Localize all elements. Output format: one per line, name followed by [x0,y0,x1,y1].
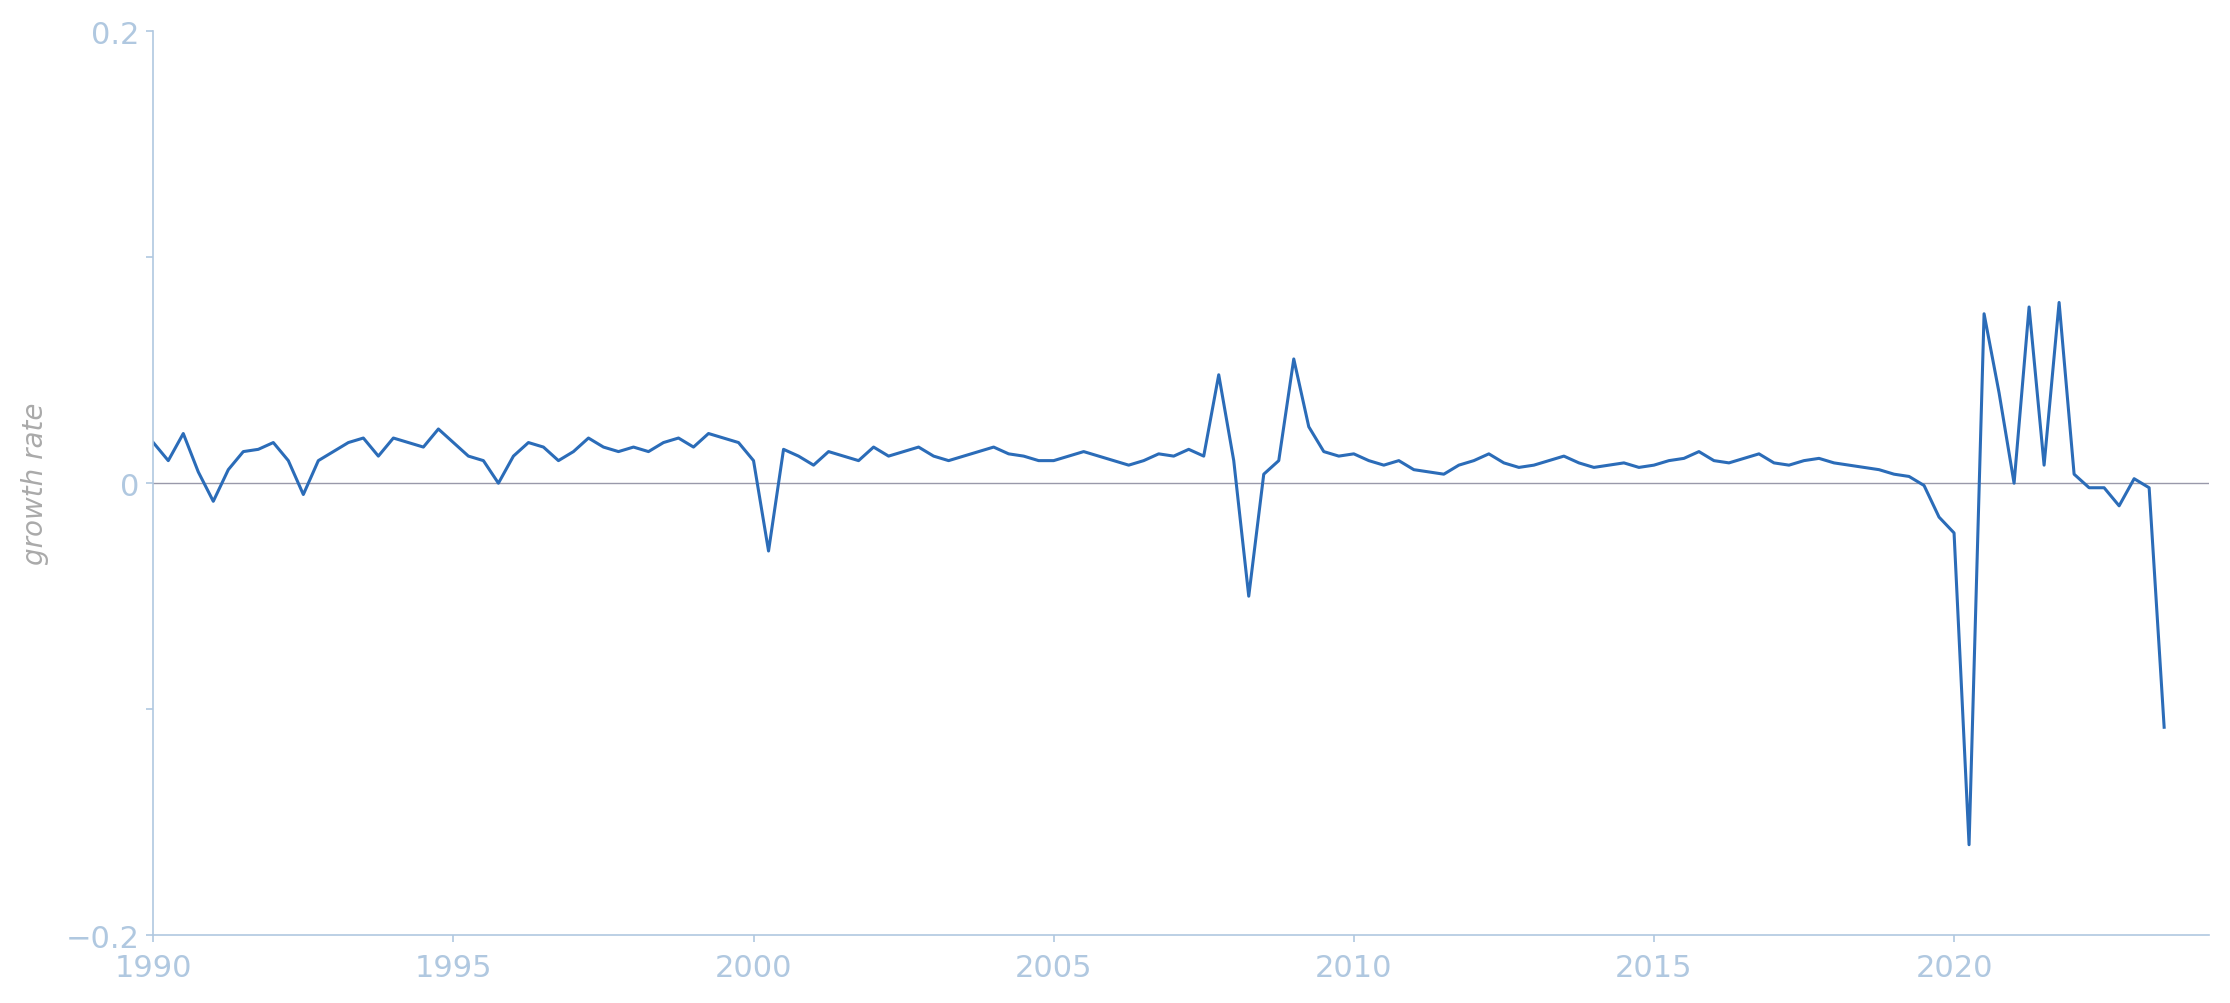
Y-axis label: growth rate: growth rate [20,402,49,565]
